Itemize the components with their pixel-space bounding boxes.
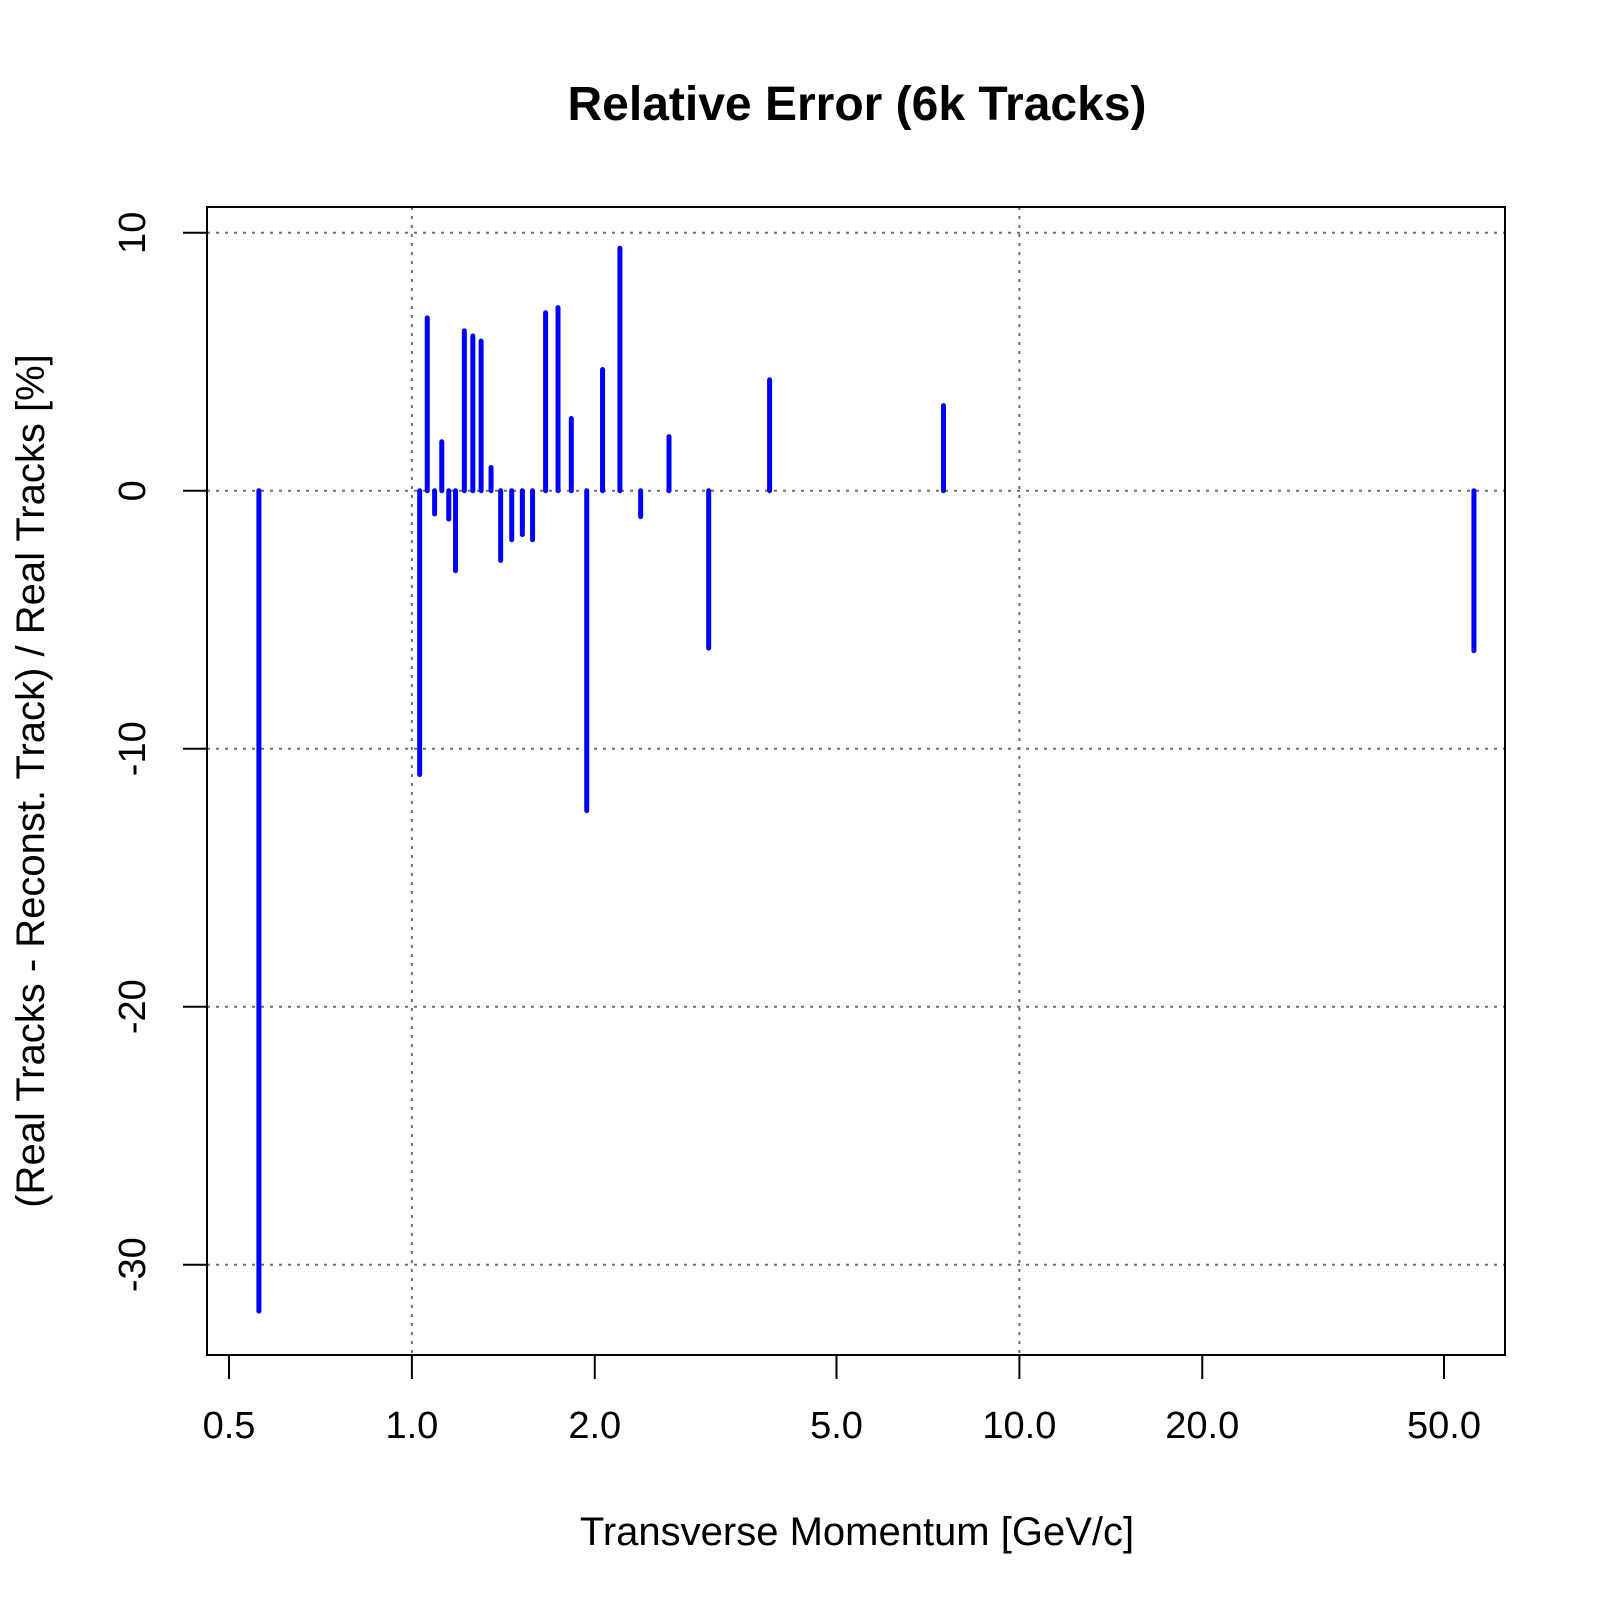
x-tick-label: 5.0 bbox=[810, 1405, 863, 1447]
y-tick-label: -10 bbox=[112, 721, 154, 776]
x-axis-title: Transverse Momentum [GeV/c] bbox=[580, 1510, 1134, 1554]
x-tick-label: 0.5 bbox=[203, 1405, 256, 1447]
x-tick-label: 1.0 bbox=[385, 1405, 438, 1447]
chart-title: Relative Error (6k Tracks) bbox=[568, 78, 1147, 131]
x-axis: 0.5 1.0 2.0 5.0 10.0 20.0 50.0 bbox=[203, 1354, 1481, 1447]
y-tick-label: 0 bbox=[112, 480, 154, 501]
x-tick-label: 20.0 bbox=[1165, 1405, 1239, 1447]
x-tick-label: 10.0 bbox=[982, 1405, 1056, 1447]
y-tick-label: -30 bbox=[112, 1237, 154, 1292]
y-tick-label: 10 bbox=[112, 212, 154, 254]
x-tick-label: 2.0 bbox=[568, 1405, 621, 1447]
grid-lines bbox=[207, 207, 1505, 1355]
data-series bbox=[256, 245, 1477, 1314]
plot-frame bbox=[206, 206, 1506, 1356]
y-axis-title: (Real Tracks - Reconst. Track) / Real Tr… bbox=[9, 354, 53, 1208]
y-tick-label: -20 bbox=[112, 979, 154, 1034]
x-tick-label: 50.0 bbox=[1407, 1405, 1481, 1447]
y-axis: 10 0 -10 -20 -30 bbox=[112, 212, 208, 1292]
